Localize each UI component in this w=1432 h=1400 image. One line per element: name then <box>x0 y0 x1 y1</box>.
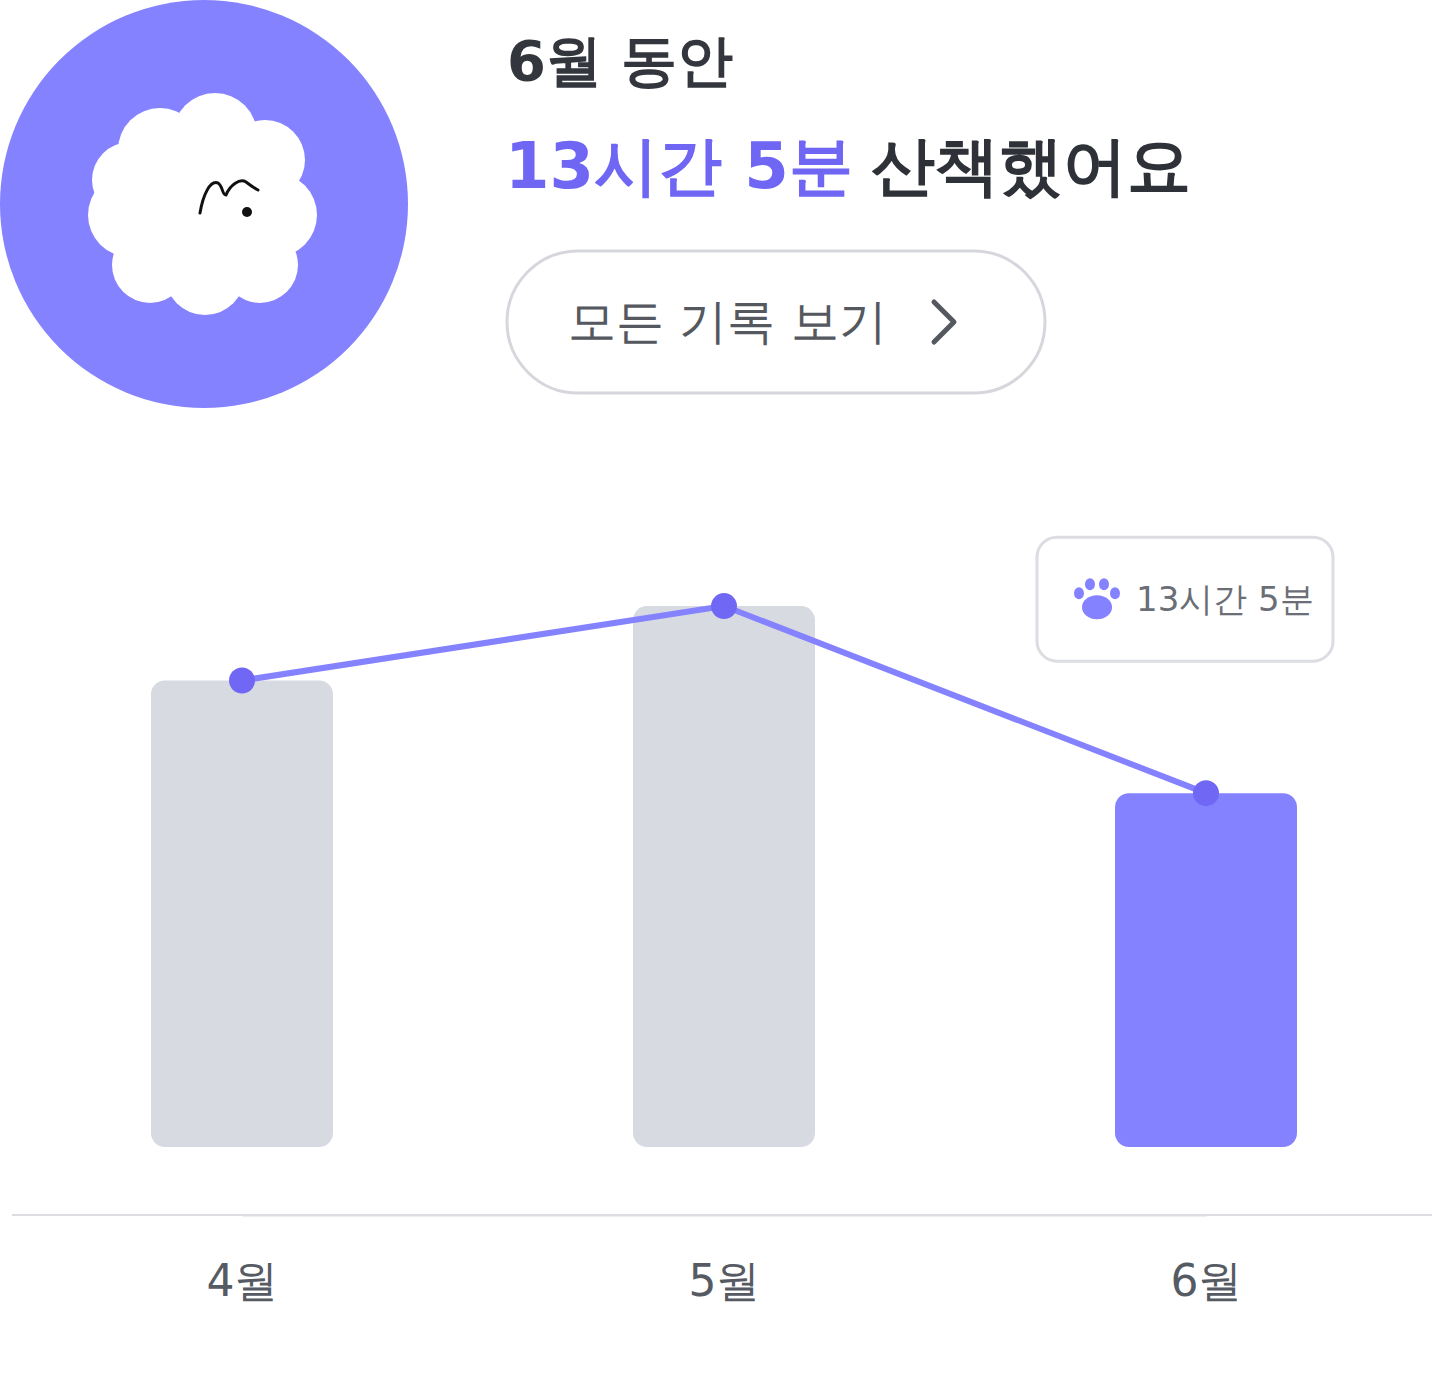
x-tick: 6월 <box>1171 1215 1243 1306</box>
tooltip: 13시간 5분 <box>1037 537 1333 661</box>
paw-toe <box>1074 587 1084 599</box>
point <box>711 593 737 619</box>
point <box>229 667 255 693</box>
x-tick-label: 5월 <box>689 1255 761 1306</box>
bar <box>633 606 815 1147</box>
paw-pad <box>1082 595 1112 619</box>
paw-toe <box>1085 578 1095 590</box>
button-frame[interactable] <box>507 251 1045 393</box>
chart: 6월 동안13시간 5분산책했어요모든 기록 보기13시간 5분4월5월6월 <box>0 0 1432 1400</box>
tooltip-frame <box>1037 537 1333 661</box>
title: 6월 동안 <box>507 28 733 93</box>
avatar <box>0 0 408 408</box>
x-tick-label: 4월 <box>207 1255 279 1306</box>
subtitle: 13시간 5분산책했어요 <box>505 129 1191 203</box>
subtitle-highlight: 13시간 5분 <box>505 129 853 203</box>
chevron[interactable] <box>934 302 954 342</box>
subtitle-text: 산책했어요 <box>871 129 1191 203</box>
bar <box>151 680 333 1147</box>
bar <box>1115 793 1297 1147</box>
eye <box>242 207 252 217</box>
button-label[interactable]: 모든 기록 보기 <box>568 293 887 349</box>
x-axis-line <box>243 1215 1207 1217</box>
x-tick: 5월 <box>689 1215 761 1306</box>
x-axis: 4월 5월 6월 <box>207 1215 1243 1306</box>
paw-toe <box>1099 578 1109 590</box>
data-label: 13시간 5분 <box>1136 579 1314 619</box>
paw-icon <box>1074 578 1120 619</box>
x-tick: 4월 <box>207 1215 279 1306</box>
plot-area <box>151 593 1297 1147</box>
paw-toe <box>1110 587 1120 599</box>
point <box>1193 780 1219 806</box>
baseline <box>12 1214 1432 1216</box>
x-tick-label: 6월 <box>1171 1255 1243 1306</box>
avatar-circle <box>0 0 408 408</box>
all-records-button[interactable]: 모든 기록 보기 <box>507 251 1045 393</box>
cloud <box>88 93 317 315</box>
cloud-part <box>92 142 168 218</box>
